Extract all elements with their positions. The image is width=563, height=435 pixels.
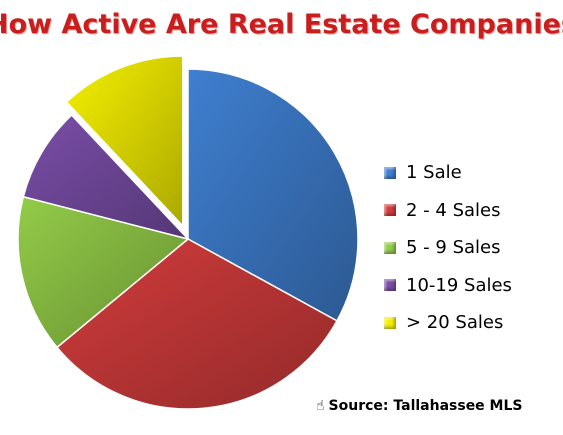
source-text: Source: Tallahassee MLS <box>328 398 523 414</box>
source-note: ☝ Source: Tallahassee MLS <box>316 398 523 414</box>
legend: 1 Sale 2 - 4 Sales 5 - 9 Sales 10-19 Sales >… <box>384 154 512 342</box>
legend-swatch <box>384 241 396 254</box>
legend-swatch <box>384 316 396 329</box>
pie-slice-10-19-sales <box>22 114 191 241</box>
legend-item: 10-19 Sales <box>384 267 512 305</box>
pie-slice-2-4-sales <box>55 238 338 410</box>
pie-slice-20-sales <box>65 55 184 228</box>
hand-point-icon: ☝ <box>316 398 325 414</box>
pie-slice-5-9-sales <box>17 195 190 349</box>
pie-slice-1-sale <box>187 68 359 322</box>
legend-label: > 20 Sales <box>406 312 504 334</box>
legend-swatch <box>384 166 396 179</box>
legend-item: 2 - 4 Sales <box>384 192 512 230</box>
pie-chart <box>17 55 359 410</box>
legend-swatch <box>384 279 396 292</box>
chart-title: How Active Are Real Estate Companies <box>0 8 563 40</box>
legend-label: 10-19 Sales <box>406 274 512 296</box>
legend-item: > 20 Sales <box>384 304 512 342</box>
legend-label: 1 Sale <box>406 162 462 184</box>
legend-label: 5 - 9 Sales <box>406 237 501 259</box>
legend-item: 1 Sale <box>384 154 512 192</box>
legend-swatch <box>384 204 396 217</box>
legend-item: 5 - 9 Sales <box>384 229 512 267</box>
legend-label: 2 - 4 Sales <box>406 199 501 221</box>
